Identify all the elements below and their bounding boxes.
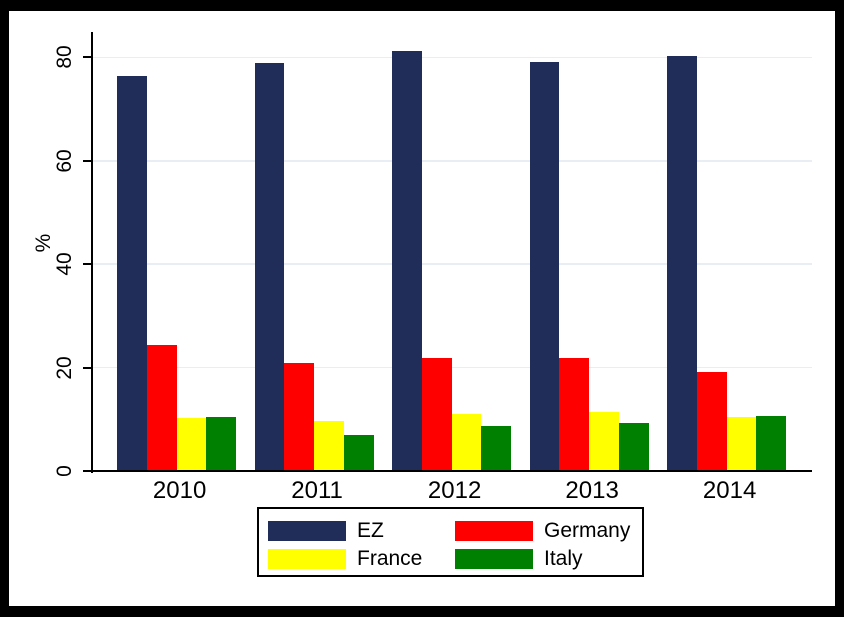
legend-label: Italy [544, 547, 583, 570]
y-tick-label: 60 [52, 149, 76, 173]
chart-canvas: % 0 20 40 60 80 2010 2011 2012 2013 2014 EZ Germany… [9, 11, 835, 606]
bar-ez-2011 [254, 62, 285, 471]
bar-france-2014 [726, 416, 757, 471]
x-tick-label: 2010 [152, 477, 207, 504]
bar-germany-2010 [146, 344, 177, 471]
legend-swatch-ez [268, 521, 346, 541]
y-axis-title: % [32, 233, 55, 253]
y-tick-label: 20 [52, 355, 76, 380]
gridline [92, 366, 812, 369]
bar-france-2013 [589, 411, 619, 471]
legend-swatch-france [268, 549, 346, 569]
bar-ez-2010 [117, 76, 147, 471]
legend-item-ez: EZ [268, 519, 455, 542]
bar-germany-2013 [559, 358, 590, 471]
legend-label: France [357, 547, 423, 570]
gridline [92, 56, 812, 59]
x-tick-label: 2013 [565, 477, 619, 504]
bar-italy-2014 [756, 416, 787, 471]
y-tick-label: 0 [52, 465, 76, 477]
bar-ez-2012 [392, 50, 422, 471]
bar-france-2012 [451, 414, 482, 471]
legend-box: EZ Germany France Italy [257, 507, 644, 577]
y-tick [82, 470, 91, 472]
x-axis-line [90, 470, 812, 472]
bar-france-2010 [176, 417, 207, 471]
y-tick [82, 56, 91, 59]
y-tick [82, 366, 91, 369]
legend-swatch-italy [455, 549, 533, 569]
bar-ez-2014 [667, 56, 697, 471]
x-tick-label: 2011 [291, 477, 343, 504]
bar-germany-2014 [696, 371, 727, 471]
y-tick [82, 263, 91, 266]
legend-item-germany: Germany [455, 519, 634, 542]
legend-swatch-germany [455, 521, 533, 541]
legend-label: EZ [357, 519, 384, 542]
bar-france-2011 [314, 420, 344, 471]
bar-ez-2013 [529, 62, 560, 471]
bar-italy-2013 [618, 423, 649, 471]
legend-item-italy: Italy [455, 547, 634, 570]
bar-italy-2010 [206, 417, 237, 471]
bar-germany-2011 [284, 362, 315, 471]
bar-italy-2012 [481, 426, 512, 471]
x-tick-label: 2012 [427, 477, 482, 504]
bar-italy-2011 [343, 434, 374, 471]
gridline [92, 263, 812, 265]
y-axis-line [90, 32, 93, 473]
legend-item-france: France [268, 547, 455, 570]
gridline [92, 160, 812, 162]
x-tick-label: 2014 [702, 477, 757, 504]
bar-germany-2012 [421, 357, 452, 471]
y-tick-label: 40 [52, 252, 76, 276]
y-tick [82, 159, 91, 162]
legend-label: Germany [544, 519, 631, 542]
y-tick-label: 80 [52, 45, 76, 70]
